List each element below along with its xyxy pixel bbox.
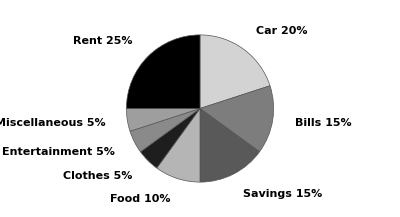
Wedge shape xyxy=(200,35,270,108)
Text: Food 10%: Food 10% xyxy=(110,194,170,204)
Wedge shape xyxy=(157,108,200,182)
Wedge shape xyxy=(126,108,200,131)
Wedge shape xyxy=(126,35,200,108)
Wedge shape xyxy=(130,108,200,152)
Text: Car 20%: Car 20% xyxy=(256,26,308,36)
Text: Rent 25%: Rent 25% xyxy=(73,36,132,46)
Text: Savings 15%: Savings 15% xyxy=(244,189,323,199)
Text: Miscellaneous 5%: Miscellaneous 5% xyxy=(0,118,106,128)
Wedge shape xyxy=(140,108,200,168)
Text: Clothes 5%: Clothes 5% xyxy=(63,171,132,181)
Wedge shape xyxy=(200,86,274,152)
Text: Bills 15%: Bills 15% xyxy=(294,118,351,128)
Text: Entertainment 5%: Entertainment 5% xyxy=(2,147,115,157)
Wedge shape xyxy=(200,108,260,182)
